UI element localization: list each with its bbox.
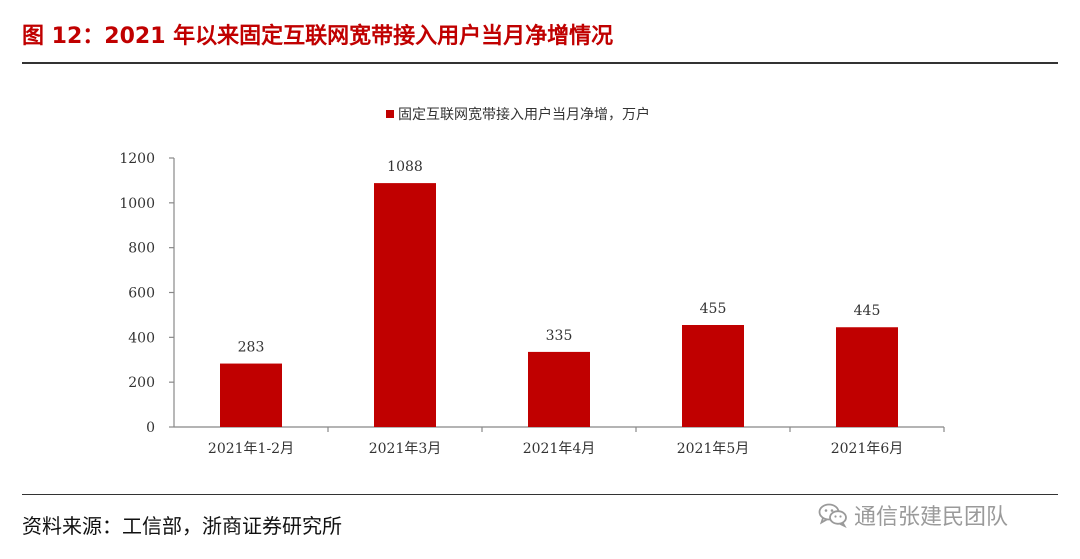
bar-chart: 固定互联网宽带接入用户当月净增，万户 0 200 400 600 800 1000 1200…	[119, 106, 945, 457]
data-label: 335	[546, 328, 573, 344]
title-divider	[22, 62, 1058, 64]
source-note: 资料来源：工信部，浙商证券研究所	[22, 514, 342, 538]
y-axis-ticks: 0 200 400 600 800 1000 1200	[119, 151, 174, 436]
y-tick-label: 800	[128, 241, 155, 257]
data-label: 1088	[387, 159, 423, 175]
wechat-icon	[818, 502, 848, 528]
bar	[528, 351, 590, 427]
bar	[836, 327, 898, 427]
footer-divider	[22, 494, 1058, 495]
y-tick-label: 600	[128, 286, 155, 302]
y-tick-label: 400	[128, 330, 155, 346]
y-tick-label: 1200	[119, 151, 155, 167]
data-labels: 283 1088 335 455 445	[238, 159, 881, 355]
watermark: 通信张建民团队	[818, 498, 1008, 532]
category-labels: 2021年1-2月 2021年3月 2021年4月 2021年5月 2021年6月	[208, 441, 903, 457]
category-label: 2021年5月	[677, 441, 750, 457]
bar-series	[220, 183, 898, 427]
y-tick-label: 1000	[119, 196, 155, 212]
data-label: 455	[700, 301, 727, 317]
y-tick-label: 200	[128, 375, 155, 391]
bar	[220, 363, 282, 427]
x-axis-ticks	[327, 427, 945, 432]
data-label: 283	[238, 340, 265, 356]
category-label: 2021年1-2月	[208, 441, 294, 457]
figure-title: 图 12：2021 年以来固定互联网宽带接入用户当月净增情况	[22, 24, 614, 49]
category-label: 2021年4月	[523, 441, 596, 457]
legend-label: 固定互联网宽带接入用户当月净增，万户	[398, 106, 650, 123]
y-tick-label: 0	[146, 420, 155, 436]
chart-legend: 固定互联网宽带接入用户当月净增，万户	[386, 106, 650, 123]
data-label: 445	[854, 303, 881, 319]
bar	[682, 325, 744, 427]
legend-swatch	[386, 110, 394, 118]
category-label: 2021年3月	[369, 441, 442, 457]
bar	[374, 183, 436, 427]
watermark-text: 通信张建民团队	[854, 505, 1009, 530]
category-label: 2021年6月	[831, 441, 904, 457]
